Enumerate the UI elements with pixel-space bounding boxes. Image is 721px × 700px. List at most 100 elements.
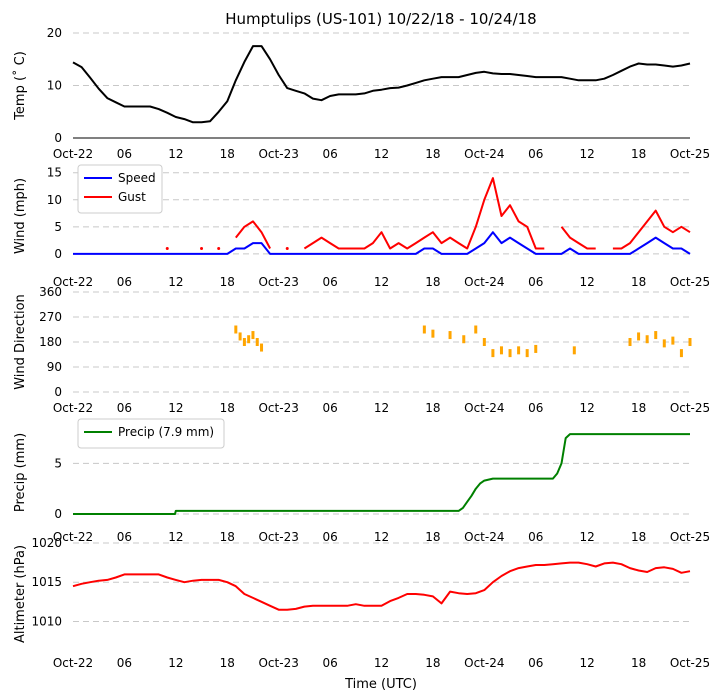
x-tick-label: 06	[322, 147, 337, 161]
x-tick-label: 18	[220, 530, 235, 544]
x-tick-label: Oct-22	[53, 656, 93, 670]
x-tick-label: 12	[374, 656, 389, 670]
y-tick-label: 1010	[31, 614, 62, 628]
data-point	[431, 329, 435, 338]
y-tick-label: 0	[54, 385, 62, 399]
data-point	[572, 346, 576, 355]
y-tick-label: 20	[47, 26, 62, 40]
x-tick-label: Oct-23	[258, 147, 298, 161]
x-tick-label: Oct-24	[464, 530, 504, 544]
data-point	[499, 346, 503, 355]
x-axis-label: Time (UTC)	[344, 677, 417, 692]
x-tick-label: 18	[425, 530, 440, 544]
data-point	[238, 332, 242, 341]
y-tick-label: 0	[54, 131, 62, 145]
x-tick-label: 12	[580, 401, 595, 415]
data-point	[422, 325, 426, 334]
x-tick-label: Oct-22	[53, 530, 93, 544]
x-tick-label: Oct-25	[670, 401, 710, 415]
data-point	[645, 335, 649, 344]
data-point	[662, 339, 666, 348]
data-point	[654, 331, 658, 340]
x-tick-label: 18	[220, 656, 235, 670]
x-tick-label: 18	[220, 401, 235, 415]
x-tick-label: 18	[220, 275, 235, 289]
x-tick-label: 18	[425, 147, 440, 161]
x-tick-label: 06	[528, 401, 543, 415]
y-axis-label: Altimeter (hPa)	[13, 545, 28, 643]
x-tick-label: Oct-23	[258, 275, 298, 289]
x-tick-label: Oct-25	[670, 275, 710, 289]
y-tick-label: 10	[47, 193, 62, 207]
panel-2: 0 5 10 15 Oct-22 06 12 18 Oct-23 06 12 18 Oct-24 06 12…	[13, 164, 710, 289]
data-point	[260, 343, 264, 352]
series-line-speed	[73, 231, 691, 255]
y-tick-label: 1020	[31, 536, 62, 550]
y-tick-label: 0	[54, 507, 62, 521]
x-tick-label: 06	[117, 401, 132, 415]
data-point	[688, 338, 692, 346]
y-tick-label: 360	[39, 285, 62, 299]
legend-label: Gust	[118, 190, 146, 204]
data-point	[637, 332, 641, 341]
data-point	[200, 246, 204, 250]
data-point	[628, 338, 632, 346]
x-tick-label: 18	[425, 401, 440, 415]
data-point	[482, 338, 486, 346]
x-tick-label: Oct-23	[258, 401, 298, 415]
series-line-gust	[235, 177, 691, 250]
y-tick-label: 180	[39, 335, 62, 349]
x-tick-label: 06	[117, 147, 132, 161]
x-tick-label: 06	[528, 275, 543, 289]
legend-box	[77, 418, 225, 449]
x-tick-label: 18	[425, 275, 440, 289]
data-point	[247, 335, 251, 344]
y-tick-label: 5	[54, 220, 62, 234]
y-axis-label: Temp (˚ C)	[12, 51, 28, 121]
x-tick-label: 12	[374, 147, 389, 161]
x-tick-label: Oct-22	[53, 275, 93, 289]
panel-1: 0 10 20 Oct-22 06 12 18 Oct-23 06 12 18 Oct-24 06 12 1…	[12, 26, 710, 161]
x-tick-label: 12	[168, 401, 183, 415]
x-tick-label: 06	[322, 401, 337, 415]
data-point	[165, 246, 169, 250]
panel-3: 0 90 180 270 360 Oct-22 06 12 18 Oct-23 06 12 18 Oct-…	[13, 285, 710, 415]
panel-4: 0 5 Oct-22 06 12 18 Oct-23 06 12 18 Oct-24 06 12 18 Oc…	[13, 418, 710, 544]
x-tick-label: 18	[631, 147, 646, 161]
data-point	[242, 338, 246, 346]
data-point	[285, 246, 289, 250]
x-tick-label: 06	[528, 656, 543, 670]
data-point	[462, 335, 466, 344]
x-tick-label: 06	[322, 275, 337, 289]
x-tick-label: Oct-22	[53, 147, 93, 161]
data-point	[491, 349, 495, 358]
y-tick-label: 270	[39, 310, 62, 324]
x-tick-label: Oct-24	[464, 275, 504, 289]
y-axis-label: Wind Direction	[13, 294, 28, 390]
data-point	[255, 338, 259, 346]
y-tick-label: 10	[47, 79, 62, 93]
x-tick-label: 06	[528, 147, 543, 161]
x-tick-label: 18	[631, 530, 646, 544]
x-tick-label: Oct-24	[464, 147, 504, 161]
x-tick-label: 12	[168, 147, 183, 161]
data-point	[448, 331, 452, 340]
data-point	[474, 325, 478, 334]
x-tick-label: 06	[322, 530, 337, 544]
data-point	[525, 349, 529, 358]
x-tick-label: 12	[168, 530, 183, 544]
y-tick-label: 0	[54, 247, 62, 261]
y-axis-label: Wind (mph)	[13, 178, 28, 254]
series-line-temp	[72, 45, 691, 124]
y-tick-label: 90	[47, 360, 62, 374]
x-tick-label: 18	[631, 401, 646, 415]
data-point	[217, 246, 221, 250]
x-tick-label: 06	[528, 530, 543, 544]
x-tick-label: Oct-22	[53, 401, 93, 415]
x-tick-label: 06	[117, 275, 132, 289]
x-tick-label: Oct-24	[464, 656, 504, 670]
x-tick-label: Oct-23	[258, 656, 298, 670]
y-tick-label: 15	[47, 166, 62, 180]
x-tick-label: Oct-25	[670, 530, 710, 544]
